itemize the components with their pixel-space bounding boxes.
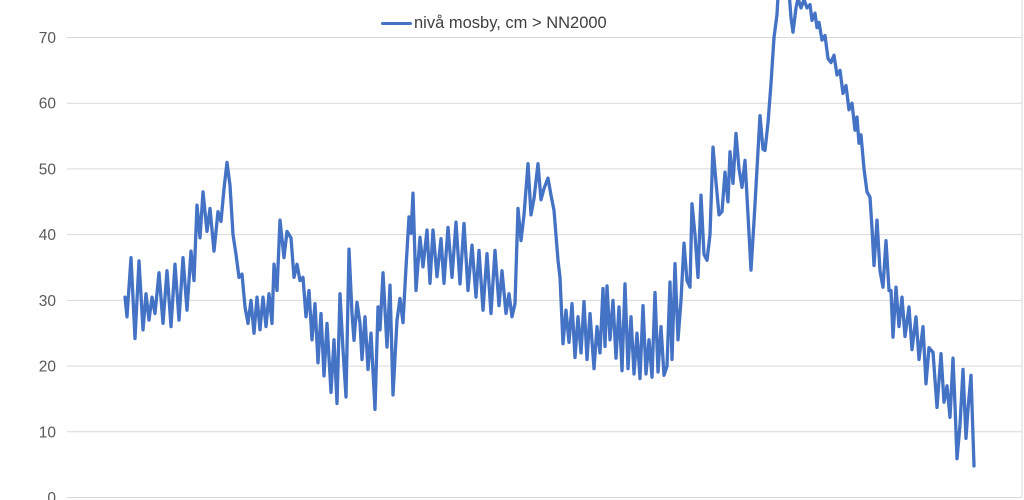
y-axis-tick-label: 60 (39, 96, 57, 113)
legend-label: nivå mosby, cm > NN2000 (414, 14, 607, 32)
y-axis-tick-label: 70 (39, 30, 57, 47)
y-axis-tick-label: 50 (39, 161, 57, 178)
y-axis-tick-label: 10 (39, 424, 57, 441)
series-line (123, 0, 976, 468)
y-axis-tick-label: 20 (39, 359, 57, 376)
legend-line-marker (381, 21, 412, 26)
y-axis-tick-label: 0 (47, 490, 56, 500)
legend: nivå mosby, cm > NN2000 (381, 14, 607, 33)
y-axis-tick-label: 40 (39, 227, 57, 244)
y-axis-tick-label: 30 (39, 293, 57, 310)
